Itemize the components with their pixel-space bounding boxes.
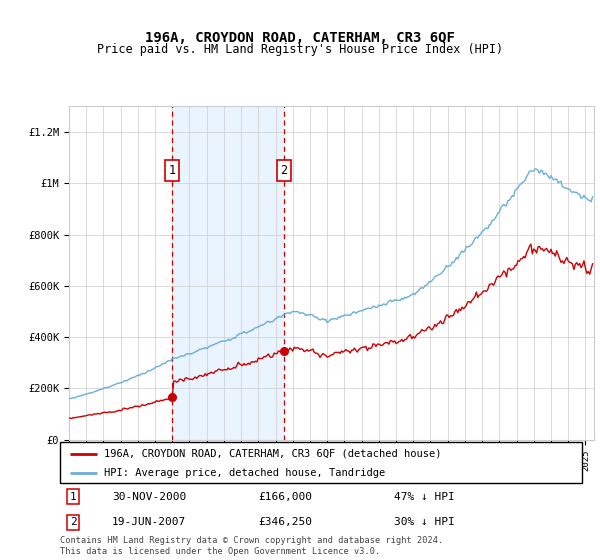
Text: 2: 2	[70, 517, 76, 528]
Text: 196A, CROYDON ROAD, CATERHAM, CR3 6QF (detached house): 196A, CROYDON ROAD, CATERHAM, CR3 6QF (d…	[104, 449, 442, 459]
Text: 30% ↓ HPI: 30% ↓ HPI	[394, 517, 455, 528]
FancyBboxPatch shape	[60, 442, 582, 483]
Text: Price paid vs. HM Land Registry's House Price Index (HPI): Price paid vs. HM Land Registry's House …	[97, 43, 503, 56]
Text: 1: 1	[169, 164, 176, 177]
Text: 19-JUN-2007: 19-JUN-2007	[112, 517, 187, 528]
Text: 1: 1	[70, 492, 76, 502]
Text: 30-NOV-2000: 30-NOV-2000	[112, 492, 187, 502]
Text: £166,000: £166,000	[259, 492, 313, 502]
Bar	[172, 106, 284, 440]
Text: Contains HM Land Registry data © Crown copyright and database right 2024.
This d: Contains HM Land Registry data © Crown c…	[60, 536, 443, 556]
Text: HPI: Average price, detached house, Tandridge: HPI: Average price, detached house, Tand…	[104, 468, 386, 478]
Text: 2: 2	[281, 164, 288, 177]
Text: 47% ↓ HPI: 47% ↓ HPI	[394, 492, 455, 502]
Text: £346,250: £346,250	[259, 517, 313, 528]
Text: 196A, CROYDON ROAD, CATERHAM, CR3 6QF: 196A, CROYDON ROAD, CATERHAM, CR3 6QF	[145, 31, 455, 45]
